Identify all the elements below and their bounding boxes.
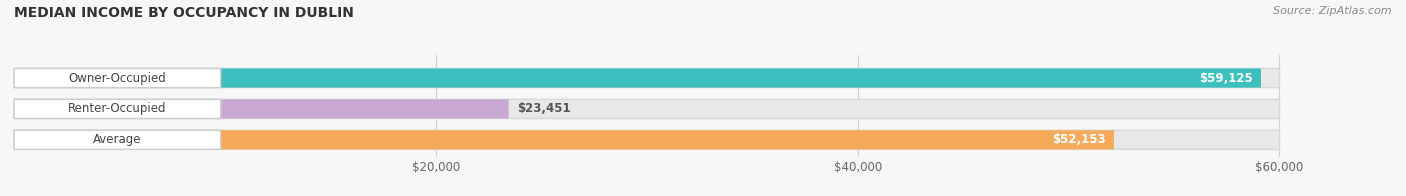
FancyBboxPatch shape: [14, 68, 1261, 88]
Text: $23,451: $23,451: [517, 103, 571, 115]
FancyBboxPatch shape: [14, 99, 1279, 119]
FancyBboxPatch shape: [14, 68, 221, 88]
FancyBboxPatch shape: [14, 99, 509, 119]
FancyBboxPatch shape: [14, 68, 1279, 88]
Text: $59,125: $59,125: [1199, 72, 1253, 84]
FancyBboxPatch shape: [14, 130, 1279, 149]
FancyBboxPatch shape: [14, 130, 1114, 149]
Text: Renter-Occupied: Renter-Occupied: [67, 103, 167, 115]
Text: MEDIAN INCOME BY OCCUPANCY IN DUBLIN: MEDIAN INCOME BY OCCUPANCY IN DUBLIN: [14, 6, 354, 20]
Text: $52,153: $52,153: [1052, 133, 1105, 146]
Text: Owner-Occupied: Owner-Occupied: [69, 72, 166, 84]
FancyBboxPatch shape: [14, 99, 221, 119]
FancyBboxPatch shape: [14, 130, 221, 149]
Text: Average: Average: [93, 133, 142, 146]
Text: Source: ZipAtlas.com: Source: ZipAtlas.com: [1274, 6, 1392, 16]
